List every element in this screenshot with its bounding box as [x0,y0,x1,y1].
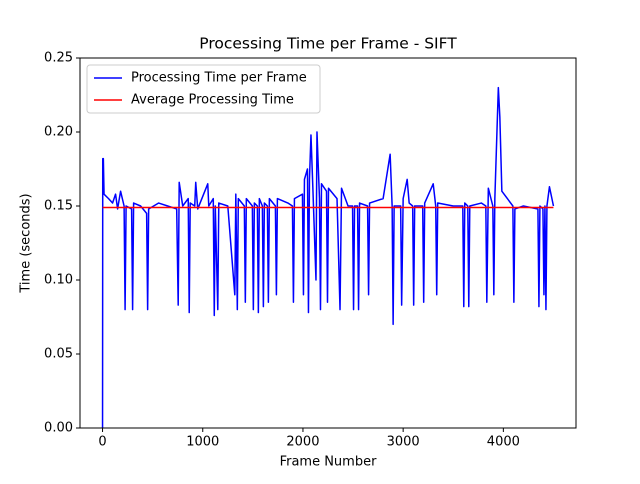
series-line [101,86,555,428]
y-tick-label: 0.00 [44,421,73,436]
x-axis-label: Frame Number [280,455,378,470]
plot-frame [79,57,577,429]
x-tick-label: 3000 [387,435,420,450]
legend-label: Processing Time per Frame [131,71,307,86]
y-tick-label: 0.10 [44,273,73,288]
y-tick-label: 0.20 [44,125,73,140]
chart-title: Processing Time per Frame - SIFT [199,35,457,53]
y-axis-label: Time (seconds) [19,193,34,293]
x-tick-label: 2000 [286,435,319,450]
y-tick-label: 0.15 [44,199,73,214]
x-tick-label: 0 [98,435,106,450]
legend-box [86,64,321,114]
x-tick-label: 4000 [487,435,520,450]
y-tick-label: 0.25 [44,51,73,66]
y-tick-label: 0.05 [44,347,73,362]
legend-label: Average Processing Time [131,93,294,108]
x-tick-label: 1000 [186,435,219,450]
